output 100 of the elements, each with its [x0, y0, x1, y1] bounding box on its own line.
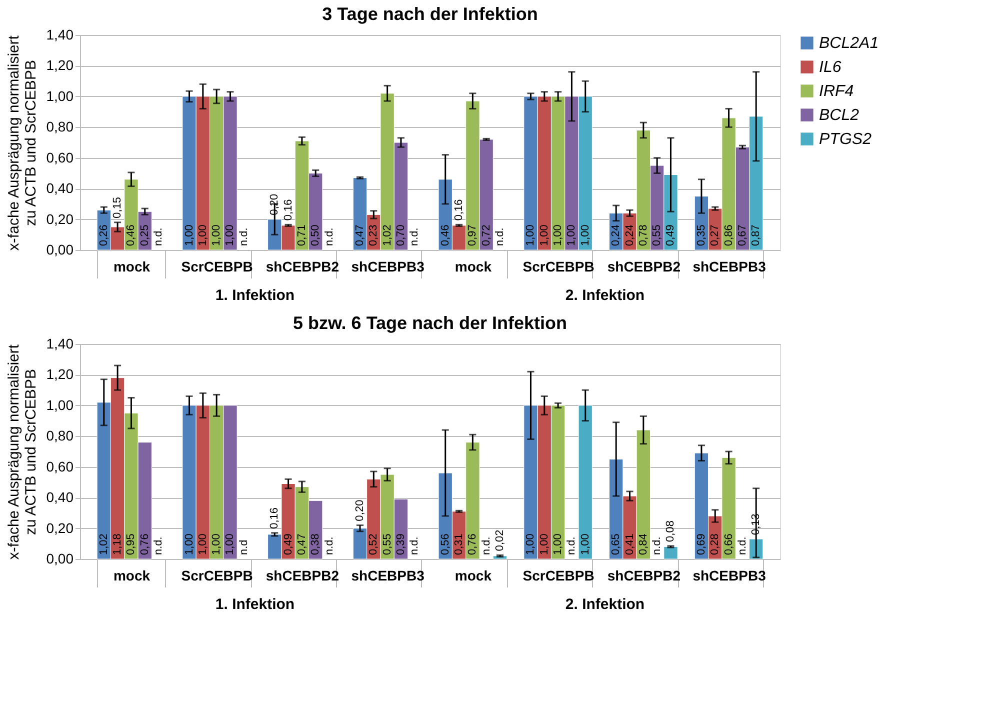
data-label: 1,02 — [98, 534, 110, 555]
data-label: 0,16 — [453, 199, 466, 221]
data-label: 0,24 — [610, 224, 622, 246]
text: 2. Infektion — [565, 287, 645, 304]
y-tick-label: 0,00 — [46, 242, 74, 258]
data-label: 0,16 — [268, 507, 281, 529]
data-label: 0,65 — [610, 534, 622, 555]
data-label: 0,76 — [138, 534, 151, 555]
y-tick-label: 0,40 — [46, 180, 74, 196]
data-label: 0,55 — [651, 224, 664, 246]
data-label: 1,00 — [538, 224, 550, 246]
text: n.d. — [480, 536, 492, 555]
data-label: 0,26 — [98, 224, 110, 246]
data-label: 0,38 — [310, 534, 322, 555]
text: 2. Infektion — [565, 596, 645, 613]
data-label: 1,00 — [224, 534, 236, 555]
text: n.d. — [651, 536, 664, 555]
data-label: 1,00 — [566, 224, 578, 246]
data-label: 0,49 — [664, 224, 677, 246]
data-label: 0,39 — [394, 534, 407, 555]
data-label: 0,95 — [125, 534, 138, 555]
y-tick-label: 0,20 — [46, 210, 74, 227]
data-label: 1,00 — [552, 224, 564, 246]
data-label: 0,47 — [296, 534, 308, 555]
data-label: 0,23 — [368, 224, 380, 246]
text: n.d. — [323, 536, 336, 555]
data-label: 0,71 — [296, 224, 308, 246]
data-label: 1,00 — [210, 224, 223, 246]
data-label: 0,41 — [624, 534, 636, 555]
y-tick-label: 1,20 — [46, 366, 74, 382]
data-label: 0,24 — [624, 224, 636, 246]
y-axis-title: x-fache Ausprägung normalisiert zu ACTB und ScrCEBPB — [5, 344, 40, 560]
data-label: 0,31 — [453, 534, 466, 555]
y-tick-label: 0,80 — [46, 118, 74, 135]
data-label: 0,56 — [439, 534, 452, 555]
data-label: 0,97 — [466, 224, 479, 246]
x-tick-label: shCEBPB2 — [607, 258, 681, 274]
data-label: 0,84 — [637, 534, 650, 555]
y-tick-label: 0,40 — [46, 489, 74, 506]
y-tick-label: 0,80 — [46, 428, 74, 444]
data-label: 0,25 — [138, 224, 151, 246]
data-label: 0,47 — [354, 224, 366, 246]
data-label: 0,52 — [368, 534, 380, 555]
text: n.d. — [152, 228, 165, 246]
x-tick-label: mock — [454, 258, 492, 274]
y-tick-label: 0,00 — [46, 550, 74, 566]
x-tick-label: shCEBPB3 — [351, 568, 425, 584]
data-label: 0,76 — [466, 534, 479, 555]
bar — [664, 546, 678, 560]
chart-title: 5 bzw. 6 Tage nach der Infektion — [292, 313, 568, 333]
data-label: 1,00 — [196, 224, 209, 246]
x-tick-label: mock — [113, 258, 150, 274]
y-tick-label: 0,60 — [46, 458, 74, 474]
data-label: 1,00 — [524, 534, 537, 555]
x-tick-label: shCEBPB2 — [266, 568, 340, 584]
data-label: 0,46 — [439, 224, 452, 246]
chart-title: 3 Tage nach der Infektion — [322, 4, 538, 24]
text: n.d. — [152, 536, 165, 555]
text: n.d. — [566, 536, 578, 555]
data-label: 1,00 — [552, 534, 564, 555]
data-label: 0,27 — [709, 224, 722, 246]
x-tick-label: ScrCEBPB — [522, 258, 594, 274]
legend-label: BCL2A1 — [819, 35, 879, 52]
data-label: 0,49 — [282, 534, 294, 555]
data-label: 1,00 — [183, 534, 196, 555]
data-label: 0,20 — [268, 194, 281, 216]
data-label: 0,69 — [695, 534, 708, 555]
data-label: 0,35 — [695, 224, 708, 246]
data-label: 0,02 — [494, 530, 506, 552]
data-label: 1,02 — [381, 224, 394, 246]
text: n.d. — [408, 228, 421, 246]
text: n.d. — [736, 536, 748, 555]
data-label: 0,46 — [125, 224, 138, 246]
data-label: 0,87 — [750, 224, 762, 246]
data-label: 1,00 — [579, 534, 592, 555]
data-label: 1,00 — [183, 224, 196, 246]
x-tick-label: mock — [113, 568, 150, 584]
x-tick-label: mock — [454, 568, 492, 584]
x-tick-label: ScrCEBPB — [181, 568, 253, 584]
data-label: 1,00 — [224, 224, 236, 246]
data-label: 0,72 — [480, 224, 492, 246]
y-tick-label: 1,00 — [46, 88, 74, 104]
y-tick-label: 1,40 — [46, 336, 74, 352]
data-label: 0,86 — [722, 224, 735, 246]
x-tick-label: ScrCEBPB — [522, 568, 594, 584]
data-label: 0,66 — [722, 534, 735, 555]
legend-label: BCL2 — [819, 107, 860, 124]
data-label: 0,20 — [354, 500, 366, 522]
data-label: 0,78 — [637, 224, 650, 246]
data-label: 0,50 — [310, 224, 322, 246]
data-label: 0,55 — [381, 534, 394, 555]
text: 1. Infektion — [215, 287, 295, 304]
legend-label: PTGS2 — [819, 131, 872, 148]
data-label: 1,00 — [579, 224, 592, 246]
legend-label: IRF4 — [819, 83, 854, 100]
y-tick-label: 0,60 — [46, 149, 74, 166]
x-tick-label: shCEBPB3 — [692, 568, 766, 584]
text: n.d. — [323, 228, 336, 246]
data-label: 1,00 — [196, 534, 209, 555]
text: n.d. — [408, 536, 421, 555]
